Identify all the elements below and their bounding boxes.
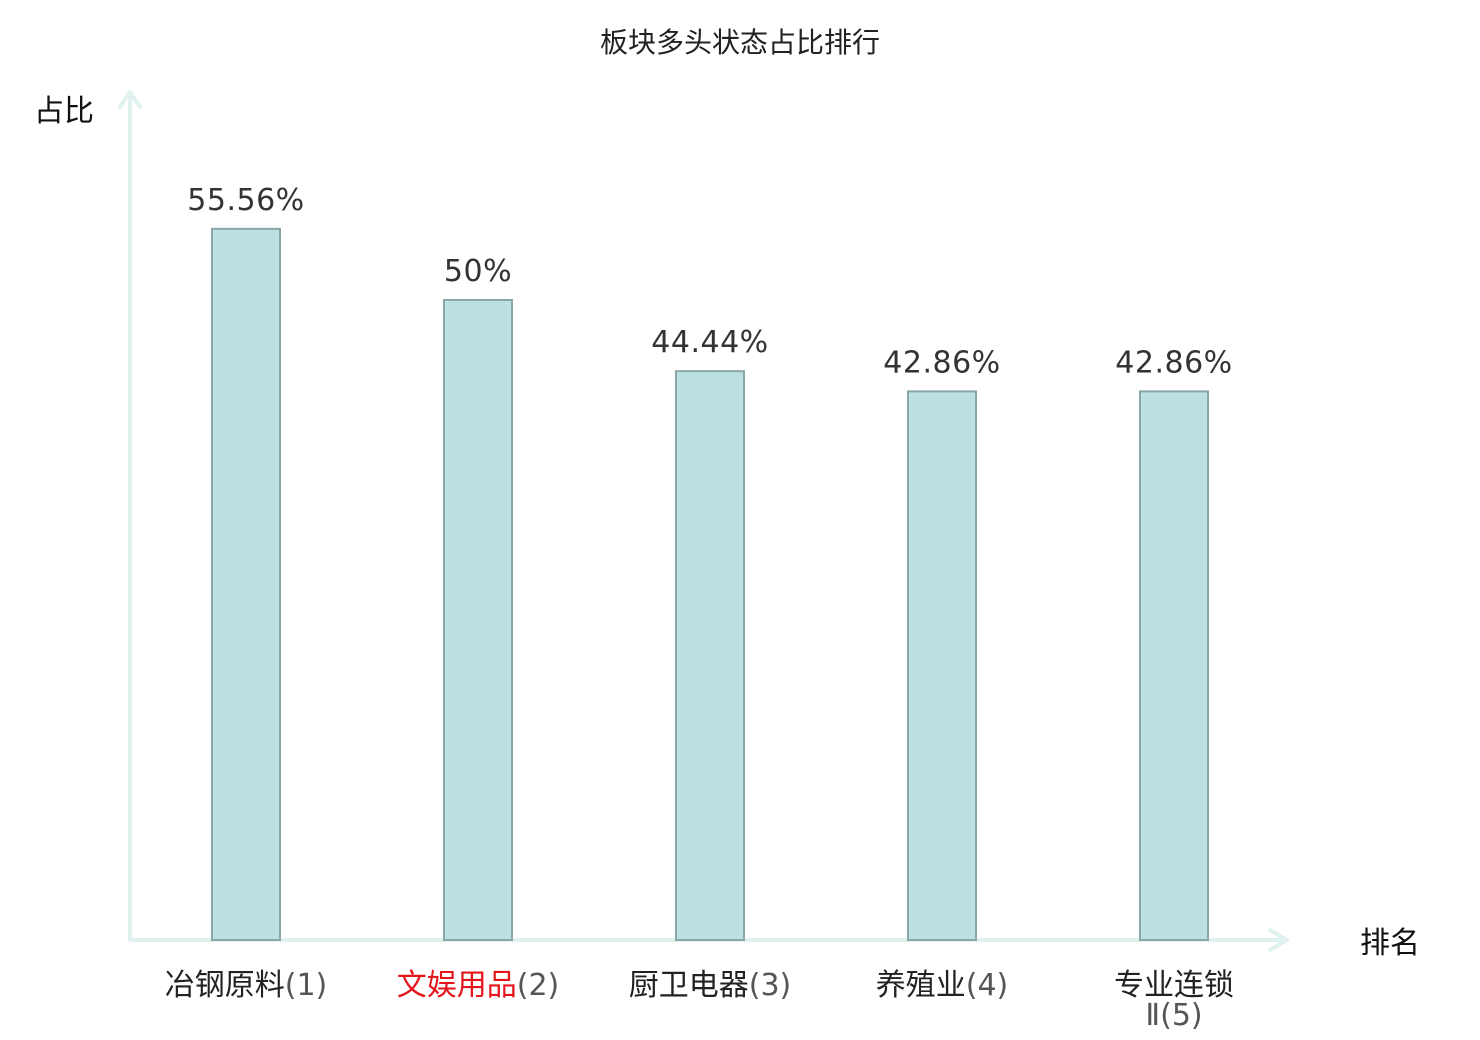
category-labels: 冶钢原料(1) 文娱用品(2) 厨卫电器(3) 养殖业(4) 专业连锁 Ⅱ(5) bbox=[165, 968, 1234, 1033]
category-rank-3: (3) bbox=[749, 968, 792, 1003]
bar-1 bbox=[211, 227, 281, 942]
category-name-tail-5: Ⅱ(5) bbox=[1145, 998, 1202, 1033]
category-rank-4: (4) bbox=[966, 968, 1009, 1003]
category-label-2: 文娱用品(2) bbox=[397, 968, 560, 1003]
value-label-3: 44.44% bbox=[651, 325, 768, 360]
category-label-4: 养殖业(4) bbox=[876, 968, 1009, 1003]
category-name-3: 厨卫电器 bbox=[629, 968, 749, 1003]
category-rank-1: (1) bbox=[285, 968, 328, 1003]
value-label-4: 42.86% bbox=[883, 345, 1000, 380]
category-name-5: 专业连锁 bbox=[1114, 968, 1234, 1003]
category-label-5: 专业连锁 Ⅱ(5) bbox=[1114, 968, 1234, 1033]
category-rank-2: (2) bbox=[517, 968, 560, 1003]
bars bbox=[211, 227, 1209, 942]
value-label-2: 50% bbox=[444, 254, 512, 289]
category-rank-5: (5) bbox=[1160, 998, 1203, 1033]
category-label-3: 厨卫电器(3) bbox=[629, 968, 792, 1003]
x-axis-label: 排名 bbox=[1360, 926, 1420, 961]
value-labels: 55.56% 50% 44.44% 42.86% 42.86% bbox=[187, 183, 1232, 381]
bar-3 bbox=[675, 370, 745, 941]
y-axis-label: 占比 bbox=[34, 94, 94, 129]
chart-title: 板块多头状态占比排行 bbox=[600, 26, 880, 59]
value-label-5: 42.86% bbox=[1115, 345, 1232, 380]
category-name-4: 养殖业 bbox=[876, 968, 966, 1003]
category-label-1: 冶钢原料(1) bbox=[165, 968, 328, 1003]
bar-5 bbox=[1139, 390, 1209, 941]
bar-4 bbox=[907, 390, 977, 941]
y-axis-arrow bbox=[118, 90, 142, 109]
category-name-1: 冶钢原料 bbox=[165, 968, 285, 1003]
category-name-2: 文娱用品 bbox=[397, 968, 517, 1003]
bar-2 bbox=[443, 299, 513, 941]
value-label-1: 55.56% bbox=[187, 183, 304, 218]
x-axis-arrow bbox=[1268, 928, 1289, 952]
